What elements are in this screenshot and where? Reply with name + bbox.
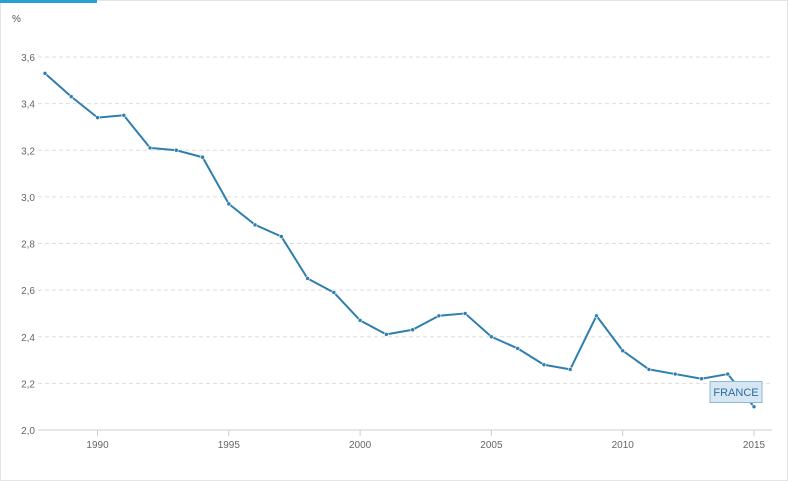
data-point[interactable] xyxy=(42,71,48,76)
x-tick-label: 1995 xyxy=(218,440,241,451)
data-point[interactable] xyxy=(751,404,757,409)
data-point[interactable] xyxy=(567,367,573,372)
data-point[interactable] xyxy=(357,318,363,323)
data-point[interactable] xyxy=(173,147,179,153)
tooltip: FRANCE xyxy=(709,381,763,403)
data-point[interactable] xyxy=(95,115,100,120)
data-point[interactable] xyxy=(252,222,258,228)
data-point[interactable] xyxy=(147,145,153,151)
data-point[interactable] xyxy=(410,327,415,333)
x-tick-label: 2010 xyxy=(612,440,635,451)
x-tick-label: 1990 xyxy=(86,440,109,451)
y-tick-label: 3,2 xyxy=(21,146,35,157)
x-tick-label: 2000 xyxy=(349,440,372,451)
data-point[interactable] xyxy=(279,234,284,239)
tooltip-box xyxy=(709,381,763,403)
y-tick-label: 3,6 xyxy=(21,53,35,64)
data-point[interactable] xyxy=(121,112,127,118)
y-tick-label: 2,0 xyxy=(21,426,35,437)
data-point[interactable] xyxy=(489,334,494,340)
axes: 2,0 2,2 2,4 2,6 2,8 3,0 3,2 3,4 3,6 1990 1995 2000 2… xyxy=(21,53,772,451)
active-tab-indicator[interactable] xyxy=(0,0,97,3)
x-tick-label: 2005 xyxy=(480,440,503,451)
data-point[interactable] xyxy=(594,313,599,319)
data-point[interactable] xyxy=(672,371,678,377)
y-tick-label: 2,2 xyxy=(21,379,35,390)
y-tick-label: 3,4 xyxy=(21,100,35,111)
data-point[interactable] xyxy=(646,367,652,372)
y-axis-unit-label: % xyxy=(12,14,21,25)
data-point[interactable] xyxy=(436,313,442,319)
y-tick-label: 2,8 xyxy=(21,240,35,251)
data-point[interactable] xyxy=(725,371,731,377)
data-point[interactable] xyxy=(515,346,520,351)
series-france[interactable] xyxy=(42,71,757,409)
series-line[interactable] xyxy=(44,72,755,408)
data-point[interactable] xyxy=(620,348,626,354)
x-tick-label: 2015 xyxy=(743,440,766,451)
data-point[interactable] xyxy=(226,201,232,207)
data-point[interactable] xyxy=(699,376,704,382)
data-point[interactable] xyxy=(68,94,74,99)
y-tick-label: 2,6 xyxy=(21,286,35,297)
data-point[interactable] xyxy=(200,154,205,160)
tooltip-label: FRANCE xyxy=(713,387,758,399)
data-point[interactable] xyxy=(384,332,389,337)
grid-lines xyxy=(38,56,772,384)
data-point[interactable] xyxy=(305,276,310,281)
data-point[interactable] xyxy=(331,290,337,295)
data-point[interactable] xyxy=(541,362,547,368)
data-point[interactable] xyxy=(462,311,468,316)
y-tick-label: 3,0 xyxy=(21,193,35,204)
y-tick-label: 2,4 xyxy=(21,333,35,344)
